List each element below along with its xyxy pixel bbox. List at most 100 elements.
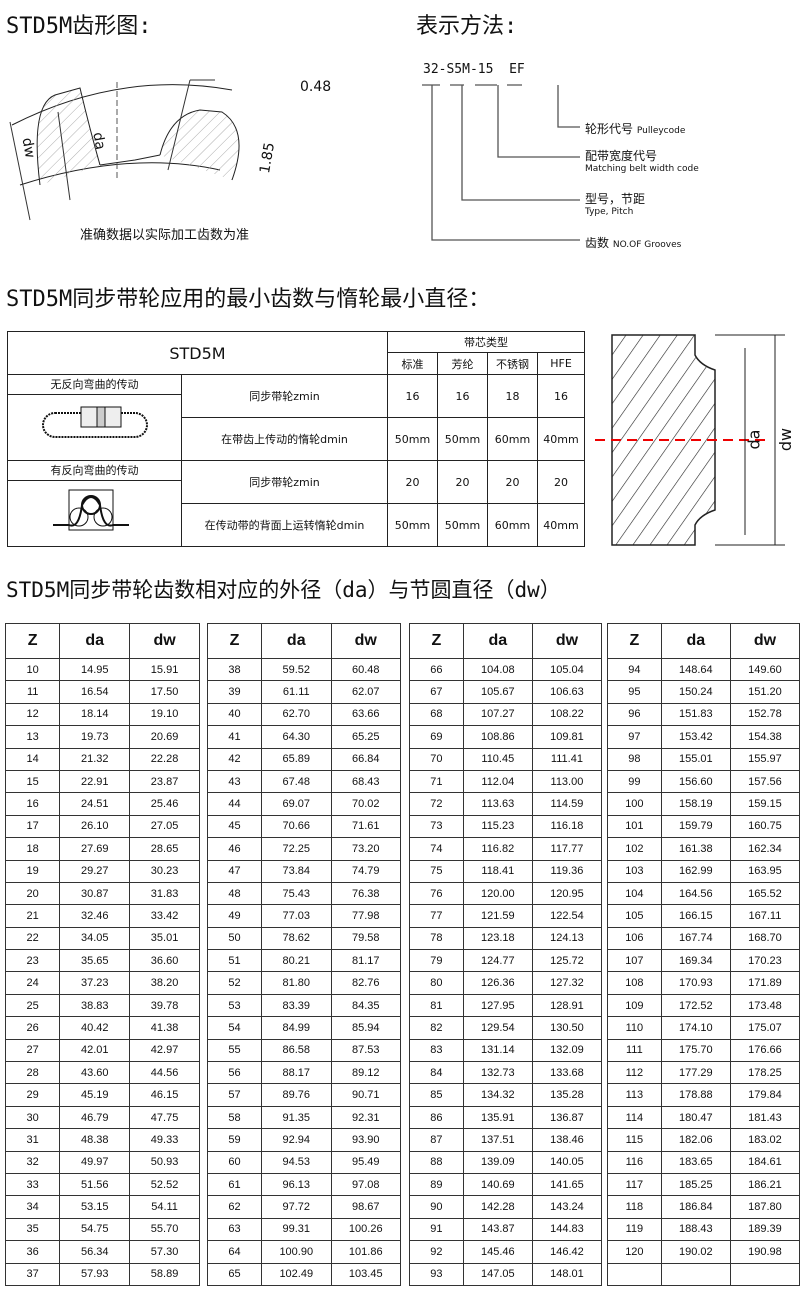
table-row: 45 70.66 71.61: [206, 814, 401, 839]
table-cell: 83.39: [261, 993, 332, 1018]
table-cell: 113.00: [531, 769, 603, 794]
table-row: 47 73.84 74.79: [206, 859, 401, 883]
table-cell: 108.86: [462, 725, 533, 749]
table-cell: 37.23: [59, 971, 131, 995]
table-cell: 175.07: [729, 1016, 801, 1040]
table-cell: 132.73: [462, 1061, 533, 1085]
table-cell: 80.21: [261, 949, 332, 973]
table-cell: 151.83: [660, 702, 731, 727]
table-cell: 29.27: [59, 859, 131, 883]
table-row: 56 88.17 89.12: [206, 1061, 401, 1085]
table-cell: 92.31: [330, 1105, 401, 1130]
table-cell: 109: [607, 993, 662, 1018]
table-cell: 37: [4, 1262, 61, 1286]
table-cell: 57: [206, 1083, 263, 1107]
table-cell: 90.71: [330, 1083, 401, 1107]
table-cell: 20.69: [129, 725, 200, 749]
table-cell: 61: [206, 1172, 263, 1197]
table-cell: 84.35: [330, 993, 401, 1018]
table-cell: 138.46: [531, 1128, 603, 1152]
table-row: 120 190.02 190.98: [607, 1240, 801, 1264]
table-cell: 151.20: [729, 680, 801, 704]
table-row: 13 19.73 20.69: [4, 725, 200, 749]
table-cell: 101.86: [330, 1240, 401, 1264]
table-cell: 75.43: [261, 881, 332, 906]
table-cell: 139.09: [462, 1150, 533, 1174]
table-cell: 61.11: [261, 680, 332, 704]
table-cell: 53.15: [59, 1195, 131, 1219]
profile-note: 准确数据以实际加工齿数为准: [80, 228, 250, 243]
table-cell: 183.65: [660, 1150, 731, 1174]
dia-section-title: STD5M同步带轮齿数相对应的外径（da）与节圆直径（dw）: [6, 578, 561, 602]
table-cell: 42.01: [59, 1038, 131, 1063]
table-cell: 112: [607, 1061, 662, 1085]
table-cell: 20: [4, 881, 61, 906]
table-row: 10 14.95 15.91: [4, 657, 200, 682]
table-cell: 178.88: [660, 1083, 731, 1107]
table-cell: 98.67: [330, 1195, 401, 1219]
table-cell: 58: [206, 1105, 263, 1130]
table-cell: 123.18: [462, 926, 533, 951]
table-cell: 78.62: [261, 926, 332, 951]
table-cell: 142.28: [462, 1195, 533, 1219]
table-cell: 28.65: [129, 837, 200, 861]
table-cell: 185.25: [660, 1172, 731, 1197]
table-cell: 168.70: [729, 926, 801, 951]
table-cell: 33: [4, 1172, 61, 1197]
table-cell: 132.09: [531, 1038, 603, 1063]
part-label-da: da: [744, 429, 764, 450]
table-row: 11 16.54 17.50: [4, 680, 200, 704]
table-cell: 46: [206, 837, 263, 861]
legend-pulleycode: 轮形代号 Pulleycode: [585, 122, 686, 136]
table-cell: 143.24: [531, 1195, 603, 1219]
table-cell: 128.91: [531, 993, 603, 1018]
table-row: 116 183.65 184.61: [607, 1150, 801, 1174]
table-row: 25 38.83 39.78: [4, 993, 200, 1018]
table-cell: 60.48: [330, 657, 401, 682]
table-cell: 120.95: [531, 881, 603, 906]
table-cell: 119.36: [531, 859, 603, 883]
table-cell: 147.05: [462, 1262, 533, 1286]
table-row: 96 151.83 152.78: [607, 702, 801, 727]
table-cell: 38.20: [129, 971, 200, 995]
table-row: 119 188.43 189.39: [607, 1217, 801, 1242]
col-header: da: [660, 623, 731, 659]
table-cell: 52.52: [129, 1172, 200, 1197]
table-cell: [607, 1262, 662, 1286]
table-cell: 134.32: [462, 1083, 533, 1107]
table-cell: 82.76: [330, 971, 401, 995]
table-cell: 169.34: [660, 949, 731, 973]
table-cell: 36: [4, 1240, 61, 1264]
table-cell: 55.70: [129, 1217, 200, 1242]
table-row: 102 161.38 162.34: [607, 837, 801, 861]
table-cell: 10: [4, 657, 61, 682]
table-cell: 133.68: [531, 1061, 603, 1085]
table-row: 43 67.48 68.43: [206, 769, 401, 794]
table-cell: 99: [607, 769, 662, 794]
table-row: 62 97.72 98.67: [206, 1195, 401, 1219]
table-cell: 91: [409, 1217, 464, 1242]
table-row: 113 178.88 179.84: [607, 1083, 801, 1107]
table-row: 74 116.82 117.77: [409, 837, 603, 861]
table-cell: 181.43: [729, 1105, 801, 1130]
tooth-profile-drawing: [9, 79, 240, 221]
table-cell: 50: [206, 926, 263, 951]
table-cell: 73.20: [330, 837, 401, 861]
table-row: 65 102.49 103.45: [206, 1262, 401, 1286]
table-cell: 175.70: [660, 1038, 731, 1063]
table-cell: 158.19: [660, 792, 731, 816]
table-cell: 82: [409, 1016, 464, 1040]
table-row: 50 78.62 79.58: [206, 926, 401, 951]
table-cell: 35: [4, 1217, 61, 1242]
table-cell: 112.04: [462, 769, 533, 794]
table-row: 86 135.91 136.87: [409, 1105, 603, 1130]
table-row: 109 172.52 173.48: [607, 993, 801, 1018]
table-cell: 159.79: [660, 814, 731, 839]
table-cell: 120: [607, 1240, 662, 1264]
table-cell: 186.21: [729, 1172, 801, 1197]
table-cell: 67.48: [261, 769, 332, 794]
table-cell: 140.05: [531, 1150, 603, 1174]
min-section-title: STD5M同步带轮应用的最小齿数与惰轮最小直径：: [6, 287, 491, 312]
table-cell: 32: [4, 1150, 61, 1174]
